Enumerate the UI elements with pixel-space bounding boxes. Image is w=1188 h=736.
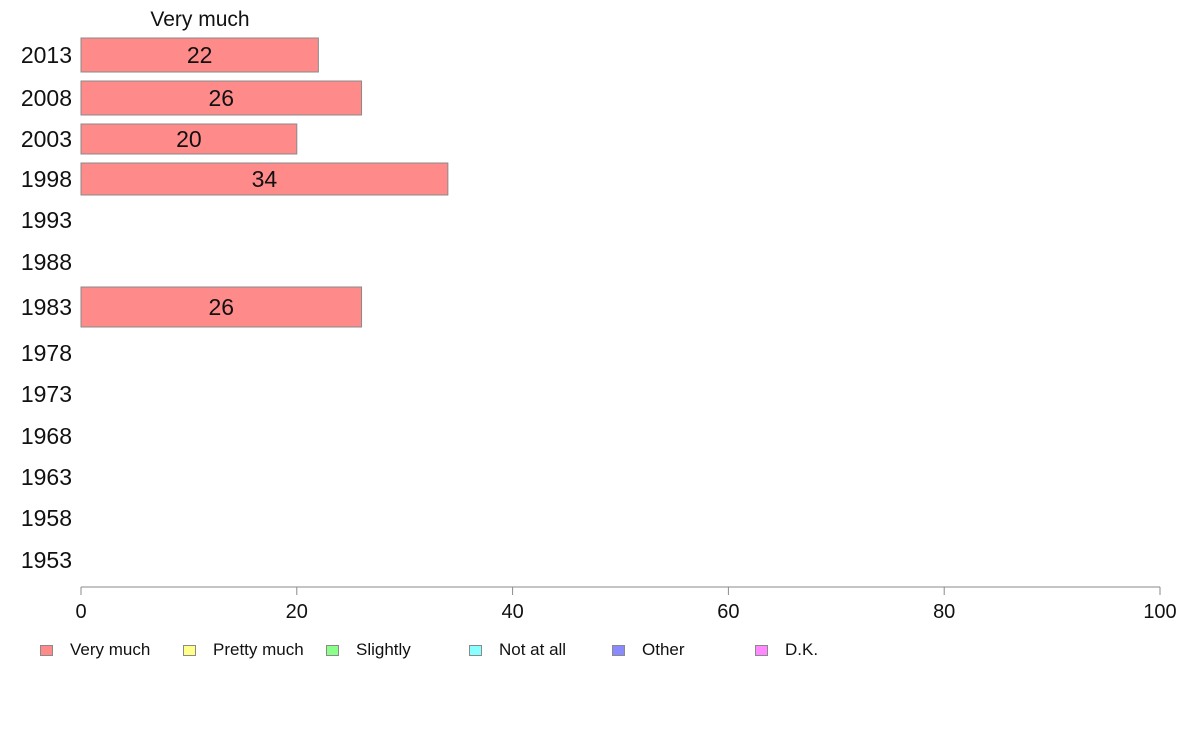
x-tick-label-0: 0 [75, 601, 86, 623]
x-tick-label-20: 20 [286, 601, 308, 623]
x-tick-label-40: 40 [501, 601, 523, 623]
y-tick-label-1958: 1958 [21, 505, 72, 531]
x-axis: 0 20 40 60 80 100 [75, 586, 1177, 623]
bar-1983 [80, 286, 363, 328]
data-label-2003: 20 [176, 126, 202, 152]
y-tick-label-1968: 1968 [21, 423, 72, 449]
y-tick-label-1988: 1988 [21, 249, 72, 275]
legend-item-other: Other [612, 640, 685, 660]
x-tick-label-100: 100 [1143, 601, 1176, 623]
bar-2003 [80, 123, 298, 155]
data-label-2008: 26 [208, 85, 234, 111]
legend-swatch-other [612, 644, 625, 656]
legend-item-pretty-much: Pretty much [183, 640, 304, 660]
legend-label-dk: D.K. [785, 640, 819, 659]
legend-swatch-not-at-all [469, 644, 482, 656]
y-tick-label-1993: 1993 [21, 207, 72, 233]
data-label-1983: 26 [208, 294, 234, 320]
y-tick-label-2003: 2003 [21, 126, 72, 152]
bar-2013 [80, 37, 319, 73]
legend-swatch-pretty-much [183, 644, 196, 656]
legend-label-very-much: Very much [70, 640, 151, 659]
legend-label-other: Other [642, 640, 685, 659]
y-tick-label-2013: 2013 [21, 42, 72, 68]
x-tick-label-80: 80 [933, 601, 955, 623]
legend-label-slightly: Slightly [356, 640, 411, 659]
legend-item-dk: D.K. [755, 640, 818, 660]
y-tick-label-1983: 1983 [21, 294, 72, 320]
y-tick-label-1973: 1973 [21, 381, 72, 407]
chart-title: Very much [150, 8, 249, 31]
legend-label-pretty-much: Pretty much [213, 640, 304, 659]
bars-layer [80, 37, 449, 328]
legend-swatch-very-much [40, 644, 53, 656]
y-tick-label-1978: 1978 [21, 340, 72, 366]
y-axis-labels: 2013 2008 2003 1998 1993 1988 1983 1978 1973 1968… [21, 42, 72, 573]
legend-item-very-much: Very much [40, 640, 150, 660]
y-tick-label-2008: 2008 [21, 85, 72, 111]
legend-swatch-dk [755, 644, 768, 656]
legend-item-not-at-all: Not at all [469, 640, 566, 660]
legend-item-slightly: Slightly [326, 640, 411, 660]
y-tick-label-1953: 1953 [21, 547, 72, 573]
y-tick-label-1963: 1963 [21, 464, 72, 490]
y-tick-label-1998: 1998 [21, 166, 72, 192]
x-tick-label-60: 60 [717, 601, 739, 623]
legend-swatch-slightly [326, 644, 339, 656]
bar-2008 [80, 80, 363, 116]
legend-label-not-at-all: Not at all [499, 640, 567, 659]
bar-1998 [80, 162, 449, 196]
data-label-2013: 22 [187, 42, 213, 68]
data-label-1998: 34 [252, 166, 278, 192]
legend: Very much Pretty much Slightly Not at al… [0, 640, 1188, 662]
